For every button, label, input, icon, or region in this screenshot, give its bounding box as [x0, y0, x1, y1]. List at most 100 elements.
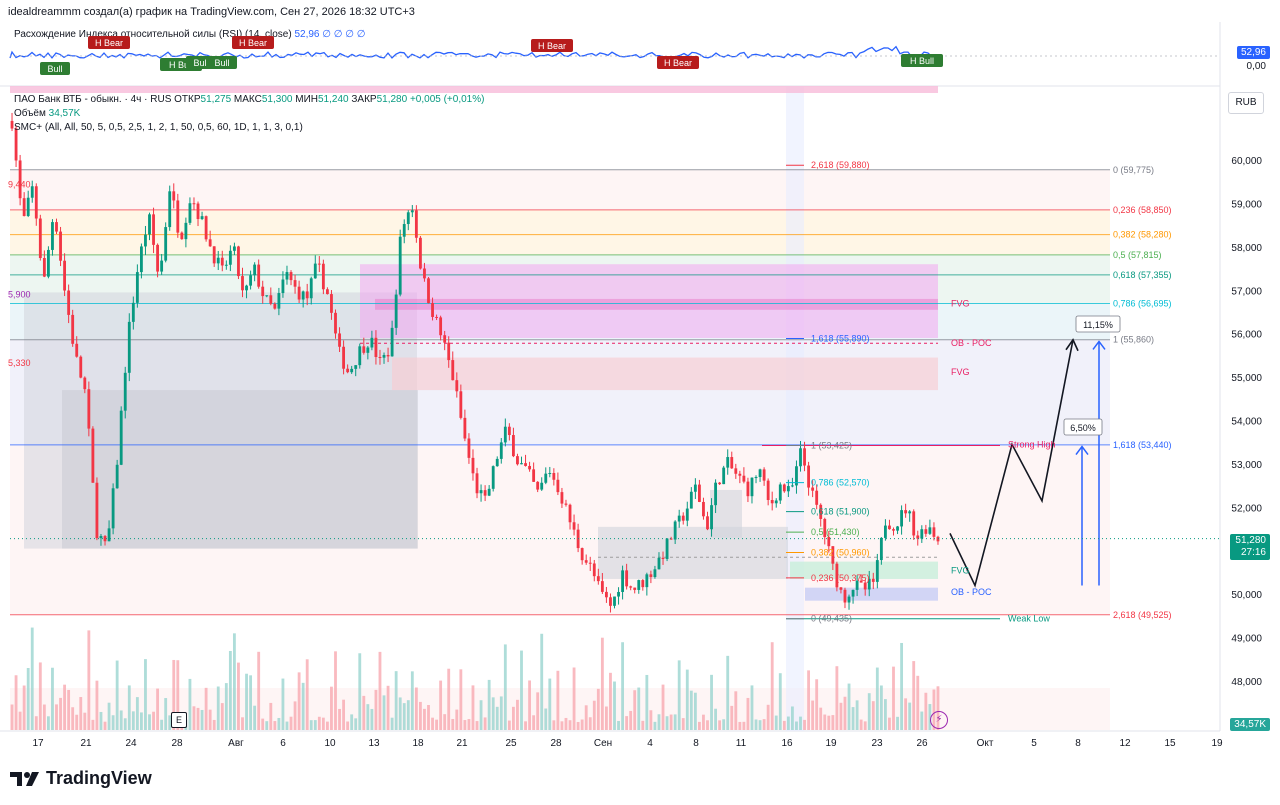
volume-bar [285, 721, 289, 730]
volume-bar [257, 651, 261, 730]
volume-bar [321, 717, 325, 730]
volume-bar [91, 719, 95, 730]
volume-bar [220, 703, 224, 730]
volume-bar [896, 716, 899, 730]
volume-bar [511, 706, 515, 730]
candle-body [406, 212, 410, 225]
time-tick-21: 5 [1031, 738, 1037, 749]
lightning-icon[interactable]: ⚡ [930, 711, 948, 729]
volume-bar [742, 721, 746, 730]
candle-body [685, 508, 689, 521]
volume-bar [378, 651, 382, 730]
time-tick-12: Сен [594, 738, 612, 749]
time-tick-22: 8 [1075, 738, 1081, 749]
candle-body [358, 346, 362, 366]
time-tick-11: 28 [550, 738, 562, 749]
candle-body [370, 337, 374, 348]
candle-body [184, 222, 188, 240]
candle-body [99, 536, 103, 539]
price-tick-8: 52,000 [1231, 503, 1262, 514]
time-tick-2: 24 [125, 738, 137, 749]
candle-body [204, 216, 208, 240]
volume-bar [317, 716, 321, 730]
volume-bar [249, 675, 253, 730]
fib-mid-label-3: 0,786 (52,570) [811, 478, 870, 488]
candle-body [451, 360, 455, 381]
volume-bar [111, 715, 115, 730]
fib-mid-label-2: 1 (53,425) [811, 440, 852, 450]
time-tick-9: 21 [456, 738, 468, 749]
volume-bar [875, 667, 879, 730]
volume-bar [289, 716, 293, 730]
volume-bar [63, 684, 67, 730]
volume-bar [795, 721, 798, 730]
candle-body [152, 214, 155, 245]
time-tick-5: 6 [280, 738, 286, 749]
candle-body [758, 469, 762, 478]
candle-body [677, 515, 681, 522]
volume-bar [487, 679, 491, 730]
candle-body [689, 491, 693, 509]
candle-body [823, 518, 827, 538]
volume-bar [366, 704, 370, 730]
candle-body [491, 466, 495, 489]
candle-body [144, 234, 147, 247]
candle-body [257, 264, 261, 287]
time-tick-8: 18 [412, 738, 424, 749]
volume-bar [232, 633, 236, 730]
volume-bar [253, 705, 257, 730]
smc-label-5: OB - POC [951, 587, 992, 597]
candle-body [548, 473, 552, 475]
volume-bar [431, 717, 434, 730]
volume-bar [609, 672, 612, 730]
candle-body [289, 272, 293, 281]
volume-bar [520, 650, 523, 730]
symbol-legend: ПАО Банк ВТБ - обыкн. · 4ч · RUS ОТКР51,… [14, 94, 484, 105]
last-price-badge: 51,280 27:16 [1230, 534, 1270, 560]
candle-body [87, 389, 91, 429]
candle-body [665, 538, 669, 559]
candle-body [63, 260, 67, 291]
candle-body [483, 490, 487, 496]
tradingview-logo[interactable]: TradingView [10, 768, 152, 789]
rsi-legend: Расхождение Индекса относительной силы (… [14, 29, 365, 40]
open-label: ОТКР [174, 94, 201, 105]
volume-bar [273, 721, 277, 730]
candle-body [51, 222, 54, 250]
candle-body [18, 160, 22, 199]
volume-bar [799, 716, 802, 730]
candle-body [762, 469, 766, 481]
candle-body [807, 465, 811, 488]
ob-box-inner [62, 390, 418, 549]
volume-bar [807, 670, 811, 730]
candle-body [645, 574, 649, 588]
volume-bar [18, 711, 22, 730]
volume-bar [552, 720, 556, 730]
volume-bar [568, 720, 572, 730]
candle-body [580, 548, 584, 561]
volume-bar [604, 706, 608, 730]
volume-bar [418, 701, 422, 730]
volume-bar [524, 721, 527, 730]
volume-value: 34,57K [48, 108, 81, 119]
volume-bar [702, 714, 705, 730]
candle-body [281, 279, 285, 294]
volume-bar [471, 685, 475, 730]
volume-bar [281, 678, 285, 730]
volume-bar [544, 708, 548, 730]
volume-bar [79, 697, 83, 730]
volume-bar [71, 707, 75, 730]
volume-bar [548, 678, 552, 730]
volume-bar [237, 662, 240, 730]
candle-body [38, 218, 42, 259]
candle-body [920, 529, 924, 539]
volume-bar [455, 709, 459, 730]
currency-button[interactable]: RUB [1228, 92, 1264, 114]
candle-body [119, 410, 123, 465]
events-button[interactable]: E [171, 712, 187, 728]
volume-bar [778, 673, 782, 730]
volume-bar [55, 704, 58, 730]
volume-bar [790, 706, 794, 730]
fib-mid-label-5: 0,5 (51,430) [811, 527, 860, 537]
